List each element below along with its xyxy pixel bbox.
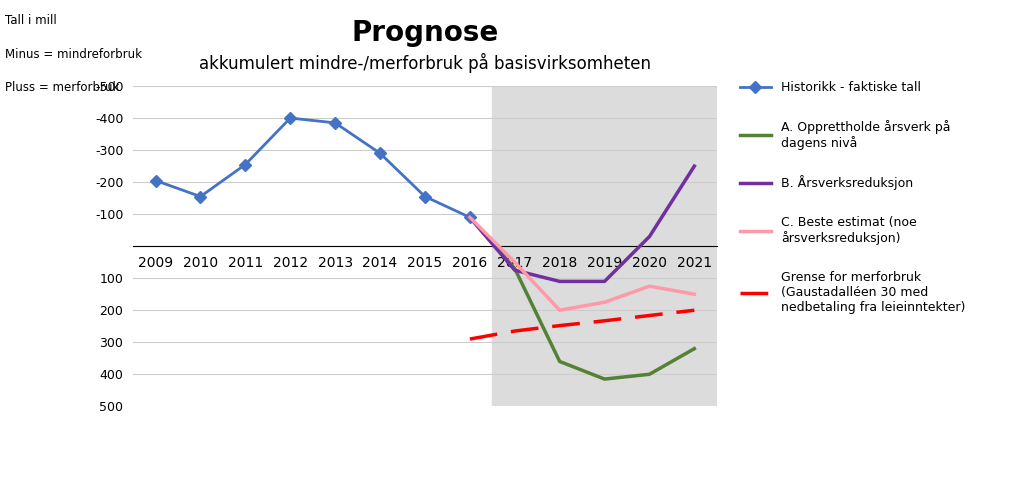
Text: Tall i mill: Tall i mill	[5, 14, 57, 27]
Text: Prognose: Prognose	[351, 19, 499, 47]
Text: Minus = mindreforbruk: Minus = mindreforbruk	[5, 48, 142, 61]
Legend: Historikk - faktiske tall, , A. Opprettholde årsverk på
dagens nivå, , B. Årsver: Historikk - faktiske tall, , A. Oppretth…	[735, 76, 971, 318]
Bar	[493, 86, 717, 406]
Text: akkumulert mindre-/merforbruk på basisvirksomheten: akkumulert mindre-/merforbruk på basisvi…	[199, 53, 651, 73]
Text: Pluss = merforbruk: Pluss = merforbruk	[5, 81, 120, 94]
